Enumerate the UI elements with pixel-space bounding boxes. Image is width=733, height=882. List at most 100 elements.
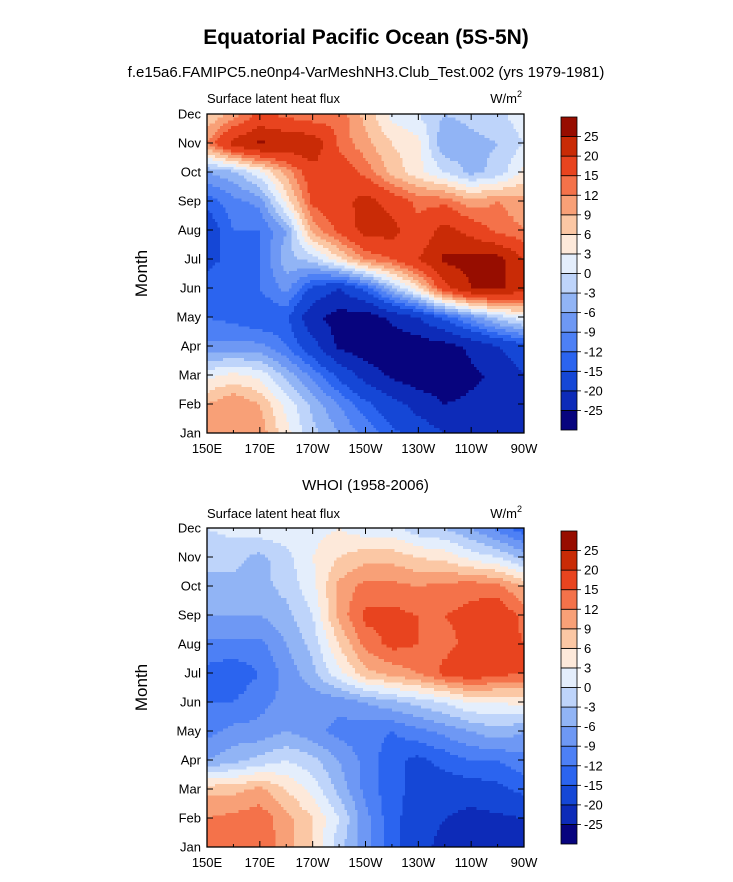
contour-cell — [487, 224, 522, 228]
contour-cell — [294, 562, 316, 567]
contour-cell — [333, 372, 356, 376]
contour-cell — [280, 386, 295, 391]
contour-cell — [328, 380, 343, 385]
contour-cell — [312, 418, 332, 422]
contour-cell — [310, 406, 327, 411]
contour-cell — [460, 163, 488, 167]
contour-cell — [299, 186, 308, 190]
contour-cell — [426, 244, 504, 248]
contour-cell — [508, 114, 525, 118]
contour-cell — [207, 684, 248, 689]
contour-cell — [423, 163, 438, 167]
contour-cell — [328, 571, 348, 575]
contour-cell — [413, 264, 433, 269]
contour-cell — [368, 264, 385, 269]
contour-cell — [423, 247, 512, 251]
contour-cell — [270, 574, 298, 578]
contour-cell — [378, 655, 448, 660]
contour-cell — [233, 722, 332, 726]
contour-cell — [360, 762, 380, 767]
contour-cell — [286, 232, 293, 237]
contour-cell — [505, 328, 525, 333]
contour-cell — [389, 421, 430, 425]
contour-cell — [420, 148, 433, 153]
contour-cell — [214, 386, 253, 391]
contour-cell — [251, 172, 266, 176]
contour-cell — [207, 707, 266, 712]
contour-cell — [262, 369, 277, 373]
contour-cell — [349, 641, 361, 645]
contour-cell — [439, 148, 493, 153]
contour-cell — [513, 290, 525, 295]
contour-cell — [207, 154, 216, 159]
contour-cell — [494, 145, 520, 150]
contour-cell — [294, 401, 308, 405]
contour-cell — [280, 203, 287, 208]
contour-cell — [302, 427, 319, 431]
contour-cell — [500, 322, 522, 327]
contour-cell — [418, 299, 427, 304]
contour-cell — [405, 760, 433, 764]
contour-cell — [254, 340, 285, 344]
contour-cell — [270, 250, 282, 254]
contour-cell — [439, 195, 464, 199]
contour-cell — [397, 148, 422, 153]
contour-cell — [278, 360, 293, 364]
contour-cell — [299, 418, 314, 422]
contour-cell — [333, 386, 351, 391]
contour-cell — [336, 427, 356, 431]
contour-cell — [325, 253, 338, 257]
contour-cell — [508, 786, 525, 790]
contour-cell — [518, 366, 525, 370]
contour-cell — [280, 247, 293, 251]
contour-cell — [328, 797, 343, 802]
contour-cell — [381, 389, 425, 393]
contour-cell — [228, 128, 253, 132]
contour-cell — [304, 174, 367, 179]
contour-cell — [397, 224, 441, 228]
contour-cell — [457, 641, 525, 645]
contour-cell — [402, 276, 414, 280]
contour-cell — [362, 256, 390, 260]
contour-cell — [402, 797, 525, 802]
contour-cell — [370, 844, 385, 848]
contour-cell — [315, 134, 338, 138]
contour-cell — [362, 612, 414, 616]
contour-cell — [280, 244, 293, 248]
contour-cell — [513, 574, 525, 578]
contour-cell — [402, 551, 454, 555]
contour-cell — [207, 288, 261, 292]
contour-cell — [347, 681, 367, 686]
contour-cell — [444, 311, 459, 315]
contour-cell — [500, 760, 525, 764]
contour-cell — [405, 789, 515, 793]
contour-cell — [389, 189, 409, 193]
contour-cell — [420, 282, 430, 286]
contour-cell — [220, 247, 261, 251]
contour-cell — [347, 786, 361, 790]
contour-cell — [302, 154, 319, 159]
contour-cell — [275, 186, 285, 190]
contour-cell — [468, 536, 493, 541]
contour-cell — [431, 151, 443, 156]
contour-cell — [288, 215, 295, 219]
contour-cell — [241, 154, 261, 159]
contour-cell — [518, 597, 525, 602]
contour-cell — [381, 742, 427, 747]
contour-cell — [360, 786, 380, 790]
contour-cell — [265, 192, 274, 196]
contour-cell — [468, 215, 515, 219]
contour-cell — [315, 568, 332, 573]
contour-cell — [487, 308, 512, 312]
contour-cell — [275, 424, 290, 428]
contour-cell — [405, 565, 475, 570]
contour-cell — [513, 528, 525, 532]
contour-cell — [207, 285, 261, 289]
contour-cell — [320, 235, 335, 240]
contour-cell — [399, 838, 435, 842]
contour-cell — [468, 354, 509, 359]
contour-cell — [331, 290, 345, 295]
contour-cell — [349, 603, 464, 607]
contour-cell — [394, 235, 433, 240]
contour-cell — [267, 644, 287, 648]
